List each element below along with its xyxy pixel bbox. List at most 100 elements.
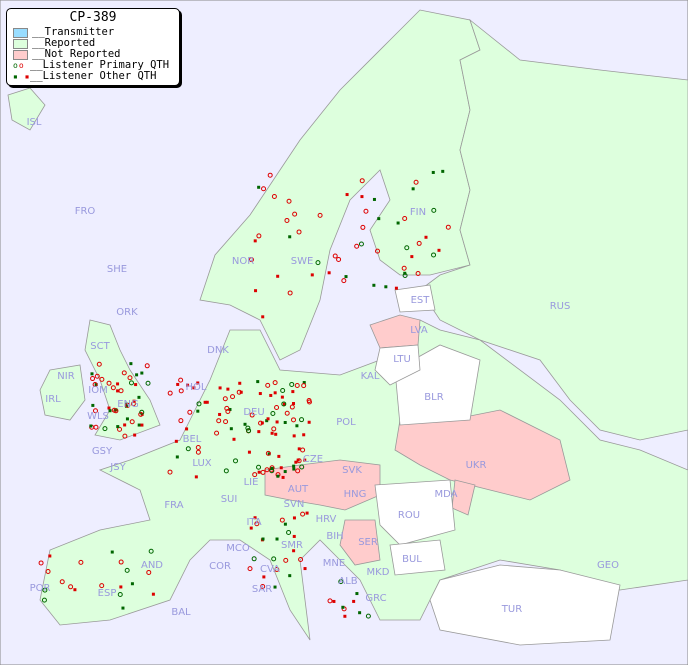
country-label-cva: CVA — [259, 564, 281, 575]
listener-primary-marker — [274, 405, 280, 411]
listener-other-marker — [372, 197, 376, 201]
listener-other-marker — [292, 516, 296, 520]
listener-primary-marker — [269, 468, 275, 474]
listener-other-marker — [261, 537, 265, 541]
country-label-hrv: HRV — [315, 514, 337, 525]
listener-other-marker — [257, 430, 261, 434]
listener-other-marker — [125, 417, 129, 421]
listener-primary-marker — [117, 426, 123, 432]
listener-other-marker — [129, 362, 133, 366]
listener-other-marker — [254, 289, 258, 293]
listener-primary-marker — [358, 241, 364, 247]
listener-primary-marker — [365, 613, 371, 619]
listener-other-marker — [288, 574, 292, 578]
listener-other-marker — [247, 450, 251, 454]
listener-primary-marker — [246, 428, 252, 434]
country-label-hol: HOL — [185, 382, 207, 393]
listener-primary-marker — [296, 229, 302, 235]
listener-primary-marker — [332, 253, 338, 259]
listener-primary-marker — [299, 417, 305, 423]
country-label-esp: ESP — [97, 588, 117, 599]
region-rou — [374, 479, 456, 546]
listener-other-marker — [119, 585, 123, 589]
country-label-bal: BAL — [171, 607, 191, 618]
country-label-por: POR — [29, 583, 51, 594]
listener-primary-marker — [247, 566, 253, 572]
country-label-she: SHE — [106, 264, 128, 275]
listener-primary-marker — [42, 587, 48, 593]
country-label-rus: RUS — [549, 301, 571, 312]
listener-primary-marker — [225, 408, 231, 414]
listener-other-marker — [205, 400, 209, 404]
listener-primary-marker — [117, 592, 123, 598]
listener-primary-marker — [291, 417, 297, 423]
country-label-grc: GRC — [365, 593, 387, 604]
region-est — [394, 284, 436, 313]
listener-primary-marker — [254, 521, 260, 527]
listener-primary-marker — [283, 557, 289, 563]
listener-other-marker — [276, 274, 280, 278]
listener-other-marker — [270, 431, 274, 435]
region-ltu — [374, 344, 421, 386]
transmitter-swatch — [13, 27, 28, 38]
listener-primary-marker — [118, 388, 124, 394]
country-label-isl: ISL — [26, 117, 42, 128]
listener-other-marker — [121, 606, 125, 610]
country-label-eng: ENG — [117, 399, 139, 410]
listener-primary-marker — [271, 426, 277, 432]
legend-item-primary-qth: oo __Listener Primary QTH — [7, 60, 179, 71]
listener-primary-marker — [280, 387, 286, 393]
country-label-mkd: MKD — [366, 567, 390, 578]
listener-other-marker — [232, 437, 236, 441]
listener-primary-marker — [110, 385, 116, 391]
listener-primary-marker — [401, 265, 407, 271]
listener-primary-marker — [248, 257, 254, 263]
listener-primary-marker — [59, 579, 65, 585]
listener-primary-marker — [279, 517, 285, 523]
country-label-tur: TUR — [501, 604, 523, 615]
listener-other-marker — [431, 170, 435, 174]
listener-other-marker — [134, 383, 138, 387]
listener-primary-marker — [139, 409, 145, 415]
listener-other-marker — [302, 433, 306, 437]
listener-other-marker — [345, 193, 349, 197]
listener-primary-marker — [258, 420, 264, 426]
listener-primary-marker — [214, 430, 220, 436]
legend-label: __Not Reported — [32, 48, 121, 60]
listener-primary-marker — [111, 407, 117, 413]
listener-other-marker — [341, 605, 345, 609]
listener-primary-marker — [298, 557, 304, 563]
listener-primary-marker — [127, 375, 133, 381]
listener-other-marker — [283, 522, 287, 526]
country-label-swe: SWE — [290, 256, 314, 267]
country-label-nir: NIR — [57, 371, 75, 382]
listener-other-marker — [265, 419, 269, 423]
listener-other-marker — [176, 382, 180, 386]
listener-primary-marker — [233, 458, 239, 464]
listener-other-marker — [360, 195, 364, 199]
listener-other-marker — [137, 395, 141, 399]
listener-primary-marker — [185, 446, 191, 452]
country-label-geo: GEO — [597, 560, 619, 571]
listener-primary-marker — [251, 556, 257, 562]
listener-other-marker — [90, 372, 94, 376]
listener-primary-marker — [300, 511, 306, 517]
listener-primary-marker — [267, 172, 273, 178]
country-label-fra: FRA — [164, 500, 184, 511]
listener-primary-marker — [299, 464, 305, 470]
listener-other-marker — [302, 381, 306, 385]
listener-primary-marker — [223, 468, 229, 474]
country-label-sct: SCT — [90, 341, 110, 352]
listener-primary-marker — [315, 260, 321, 266]
listener-other-marker — [303, 458, 307, 462]
listener-other-marker — [140, 371, 144, 375]
region-ukr — [394, 409, 571, 501]
listener-primary-marker — [128, 380, 134, 386]
listener-primary-marker — [327, 598, 333, 604]
listener-other-marker — [291, 390, 295, 394]
listener-primary-marker — [148, 548, 154, 554]
country-label-smr: SMR — [281, 540, 303, 551]
land-ireland — [39, 364, 86, 421]
